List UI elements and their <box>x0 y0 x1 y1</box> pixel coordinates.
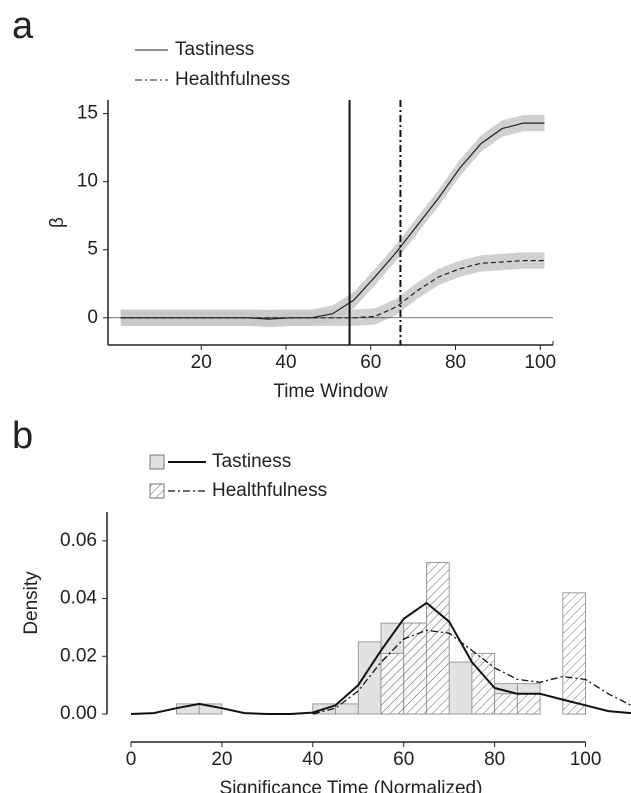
x-tick-label: 60 <box>393 749 414 770</box>
y-tick-label: 0 <box>87 307 98 328</box>
legend-label: Healthfulness <box>212 480 327 501</box>
y-tick-label: 0.04 <box>60 588 97 609</box>
error-band <box>120 252 545 326</box>
y-tick-label: 0.02 <box>60 645 97 666</box>
panel-label: a <box>12 5 34 47</box>
histogram-bar <box>357 641 382 715</box>
y-axis-label: β <box>47 217 68 228</box>
y-tick-label: 0.06 <box>60 530 97 551</box>
x-tick-label: 20 <box>191 352 212 373</box>
y-tick-label: 15 <box>77 103 98 124</box>
density-line <box>312 629 631 715</box>
histogram-bar <box>562 592 586 715</box>
histogram-bar <box>426 562 450 715</box>
y-tick-label: 10 <box>77 171 98 192</box>
y-axis-label: Density <box>21 571 42 635</box>
series-line <box>120 260 545 319</box>
x-tick-label: 100 <box>524 352 556 373</box>
histogram-bar <box>448 661 473 715</box>
histogram-bar <box>403 622 427 715</box>
legend-swatch <box>149 454 165 470</box>
error-band <box>120 115 545 328</box>
legend-label: Healthfulness <box>175 69 290 90</box>
x-tick-label: 40 <box>302 749 323 770</box>
legend-swatch <box>149 483 165 499</box>
y-tick-label: 5 <box>87 239 98 260</box>
x-tick-label: 80 <box>484 749 505 770</box>
x-axis-label: Time Window <box>273 381 388 402</box>
histogram-bar <box>516 693 541 715</box>
histogram-bar <box>494 693 518 715</box>
histogram-bar <box>335 703 359 715</box>
x-tick-label: 0 <box>126 749 137 770</box>
histogram-bar <box>380 653 405 715</box>
panel-label: b <box>12 415 33 457</box>
x-axis-label: Significance Time (Normalized) <box>220 778 483 793</box>
x-tick-label: 80 <box>445 352 466 373</box>
y-tick-label: 0.00 <box>60 703 97 724</box>
density-line <box>130 601 631 715</box>
series-line <box>120 122 545 320</box>
x-tick-label: 100 <box>570 749 602 770</box>
x-tick-label: 20 <box>211 749 232 770</box>
x-tick-label: 40 <box>275 352 296 373</box>
legend-label: Tastiness <box>212 451 291 472</box>
legend-label: Tastiness <box>175 39 254 60</box>
x-tick-label: 60 <box>360 352 381 373</box>
